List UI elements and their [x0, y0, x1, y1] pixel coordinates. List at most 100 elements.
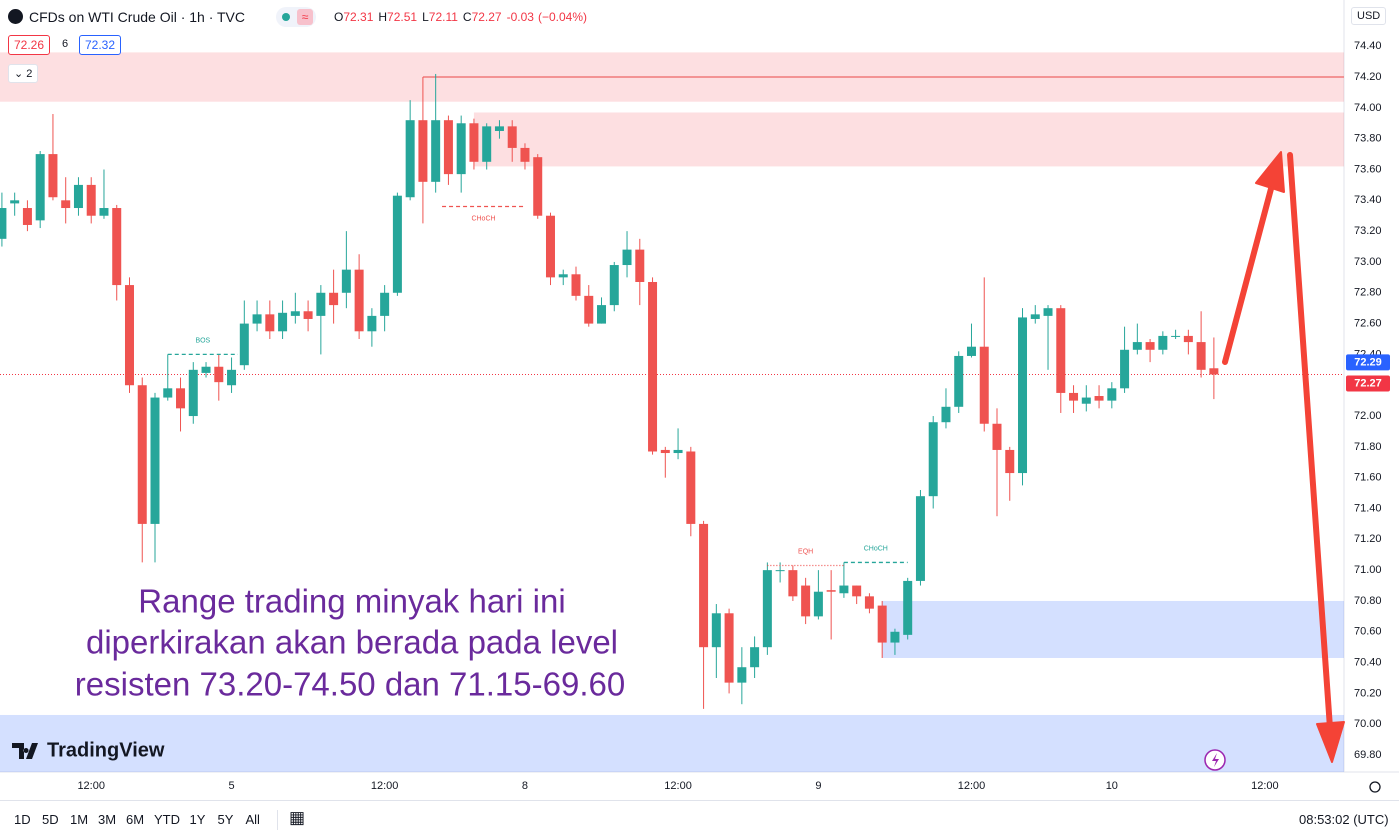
alert-bolt	[1212, 753, 1219, 767]
chart: BOS CHoCH EQH CHoCH Range trading minyak ha…	[0, 0, 1399, 793]
period-button[interactable]: 1M	[70, 812, 89, 827]
arrow-head	[1255, 151, 1285, 193]
ohlc-value: 72.11	[428, 10, 458, 24]
candle-body	[35, 154, 45, 221]
candle-body	[597, 305, 607, 324]
candle-body	[1132, 342, 1142, 350]
candle-body	[367, 315, 377, 332]
period-button[interactable]: 1D	[14, 812, 31, 827]
price-tag	[1346, 354, 1390, 371]
candle-body	[278, 312, 288, 332]
x-tick-label: 12:00	[371, 780, 399, 792]
period-button[interactable]: 1Y	[189, 812, 206, 827]
candle-body	[265, 314, 275, 332]
y-tick-label: 71.20	[1354, 533, 1382, 545]
candle-body	[252, 314, 262, 324]
period-button[interactable]: 5D	[42, 812, 59, 827]
candle-body	[686, 451, 696, 524]
x-tick-label: 8	[522, 780, 528, 792]
structure-label: EQH	[798, 548, 813, 555]
status-pill[interactable]: ≈	[276, 7, 316, 27]
candle-body	[966, 346, 976, 356]
candle-body	[150, 397, 160, 524]
y-tick-label: 69.80	[1354, 749, 1382, 761]
change-pct: (−0.04%)	[537, 10, 587, 24]
ohlc-value: 72.27	[471, 10, 502, 24]
candle-body	[852, 585, 862, 597]
date-range-icon[interactable]: ▦	[289, 808, 306, 827]
y-tick-label: 70.60	[1354, 626, 1382, 638]
candle-body	[188, 369, 198, 417]
price-tag-label: 72.27	[1354, 377, 1382, 389]
candle-body	[584, 295, 594, 324]
candle-body	[571, 274, 581, 296]
candle-body	[163, 388, 173, 398]
note-line: resisten 73.20-74.50 dan 71.15-69.60	[75, 666, 625, 703]
y-tick-label: 70.00	[1354, 718, 1382, 730]
arrow-down	[1287, 152, 1333, 731]
candle-body	[750, 647, 760, 668]
y-tick-label: 73.20	[1354, 225, 1382, 237]
period-button[interactable]: 3M	[98, 812, 117, 827]
candle-body	[482, 126, 492, 162]
candle-body	[737, 667, 747, 683]
x-tick-label: 12:00	[77, 780, 105, 792]
arrow-up	[1222, 182, 1275, 365]
period-button[interactable]: 5Y	[217, 812, 234, 827]
candle-body	[699, 523, 709, 648]
candle-body	[1043, 308, 1053, 316]
candle-body	[520, 147, 530, 162]
price-tag	[1346, 375, 1390, 392]
plot-area: BOS CHoCH EQH CHoCH	[0, 52, 1344, 772]
candle-body	[941, 406, 951, 423]
status-icon: ≈	[297, 9, 313, 25]
symbol-icon	[8, 9, 23, 24]
candle-body	[915, 496, 925, 581]
period-button[interactable]: All	[245, 812, 260, 827]
period-button[interactable]: YTD	[154, 812, 180, 827]
indicators-toggle[interactable]: ⌄ 2	[8, 64, 39, 83]
candle-body	[1183, 335, 1193, 343]
y-tick-label: 73.80	[1354, 133, 1382, 145]
spread: 6	[62, 38, 69, 50]
settings-icon[interactable]	[1369, 781, 1381, 793]
y-tick-label: 73.60	[1354, 163, 1382, 175]
status-dot	[282, 13, 290, 21]
candle-body	[839, 585, 849, 594]
y-tick-label: 71.00	[1354, 564, 1382, 576]
period-button[interactable]: 6M	[126, 812, 145, 827]
zone	[473, 112, 1344, 167]
arrow-head	[1316, 721, 1345, 763]
candle-body	[545, 215, 555, 278]
candle-body	[507, 126, 517, 148]
y-tick-label: 73.00	[1354, 256, 1382, 268]
candle-body	[1056, 308, 1066, 393]
candle-body	[673, 449, 683, 454]
y-tick-label: 72.80	[1354, 287, 1382, 299]
candle-body	[176, 388, 186, 409]
structure-label: CHoCH	[864, 545, 888, 552]
candle-body	[418, 120, 428, 182]
change: -0.03	[506, 10, 534, 24]
ask[interactable]: 72.32	[79, 35, 122, 55]
bid[interactable]: 72.26	[8, 35, 51, 55]
candle-body	[826, 590, 836, 592]
x-tick-label: 12:00	[664, 780, 692, 792]
candle-body	[992, 423, 1002, 450]
x-tick-label: 10	[1106, 780, 1118, 792]
candle-body	[380, 292, 390, 316]
candle-body	[711, 613, 721, 648]
currency[interactable]: USD	[1351, 7, 1387, 25]
candle-body	[61, 200, 71, 209]
note-line: Range trading minyak hari ini	[138, 583, 565, 620]
candle-body	[48, 154, 58, 198]
candle-body	[1018, 317, 1028, 474]
ohlc-key: C	[462, 10, 472, 24]
candle-body	[354, 269, 364, 332]
candle-body	[239, 323, 249, 366]
candle-body	[112, 208, 122, 286]
candle-body	[201, 366, 211, 373]
price-tag-label: 72.29	[1354, 356, 1382, 368]
candle-body	[443, 120, 453, 175]
candle-body	[1069, 392, 1079, 401]
